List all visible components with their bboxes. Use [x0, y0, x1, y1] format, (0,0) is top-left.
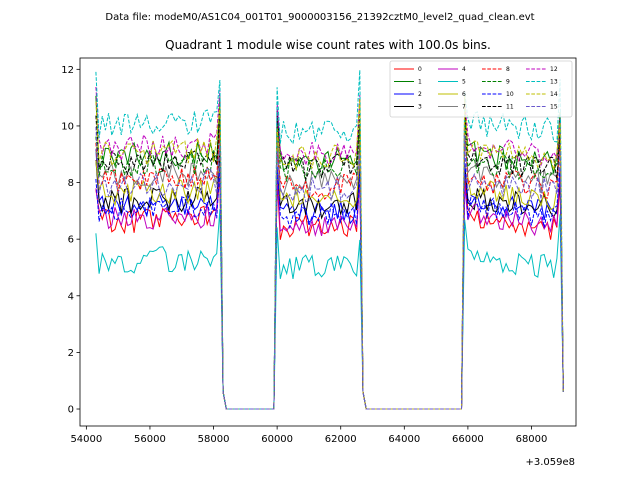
series-line-15: [95, 126, 564, 410]
series-line-6: [95, 132, 564, 410]
series-line-5: [95, 209, 564, 410]
axes: 54000 56000 58000 60000 62000 64000 66000 68000…: [61, 57, 577, 445]
legend-label-2: 2: [418, 91, 422, 98]
y-tick-label: 12: [61, 65, 74, 76]
series-line-4: [95, 166, 564, 410]
legend-label-10: 10: [506, 91, 514, 98]
y-tick-label: 8: [68, 178, 74, 189]
y-tick-label: 0: [68, 405, 74, 416]
x-tick-label: 60000: [261, 434, 293, 445]
legend-label-11: 11: [506, 104, 514, 111]
axes-frame: [79, 57, 577, 427]
y-tick-label: 10: [61, 121, 74, 132]
x-tick-label: 54000: [70, 434, 102, 445]
series-line-13: [95, 70, 564, 410]
legend-label-6: 6: [462, 91, 466, 98]
legend-label-0: 0: [418, 66, 422, 73]
legend-label-9: 9: [506, 79, 510, 86]
legend-label-1: 1: [418, 79, 422, 86]
legend-label-5: 5: [462, 79, 466, 86]
chart-title: Quadrant 1 module wise count rates with …: [165, 38, 491, 52]
legend-label-7: 7: [462, 104, 466, 111]
series-line-7: [95, 125, 564, 410]
legend-label-12: 12: [550, 66, 558, 73]
x-tick-label: 66000: [452, 434, 484, 445]
y-tick-label: 6: [68, 235, 74, 246]
y-tick-label: 2: [68, 348, 74, 359]
legend-label-8: 8: [506, 66, 510, 73]
x-tick-label: 62000: [325, 434, 357, 445]
legend-label-15: 15: [550, 104, 558, 111]
x-offset-label: +3.059e8: [525, 457, 575, 468]
series-line-3: [95, 149, 564, 410]
legend-label-14: 14: [550, 91, 558, 98]
x-tick-label: 68000: [516, 434, 548, 445]
legend-label-4: 4: [462, 66, 466, 73]
x-tick-label: 58000: [198, 434, 230, 445]
x-tick-label: 64000: [388, 434, 420, 445]
series-line-14: [95, 95, 564, 410]
figure-suptitle: Data file: modeM0/AS1C04_001T01_90000031…: [105, 12, 534, 23]
series-line-11: [95, 105, 564, 410]
legend-label-13: 13: [550, 79, 558, 86]
legend-box: [389, 60, 573, 118]
plot-area: [95, 70, 564, 410]
y-tick-label: 4: [68, 291, 74, 302]
series-line-10: [95, 154, 564, 410]
x-tick-label: 56000: [134, 434, 166, 445]
legend-label-3: 3: [418, 104, 422, 111]
